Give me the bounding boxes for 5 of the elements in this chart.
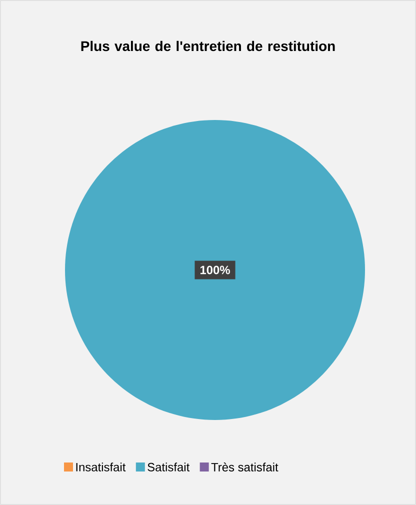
legend-label: Satisfait: [148, 462, 190, 472]
legend-label: Insatisfait: [76, 462, 126, 472]
data-label: 100%: [200, 266, 230, 274]
legend-label: Très satisfait: [211, 462, 278, 472]
chart-title: Plus value de l'entretien de restitution: [81, 40, 335, 52]
